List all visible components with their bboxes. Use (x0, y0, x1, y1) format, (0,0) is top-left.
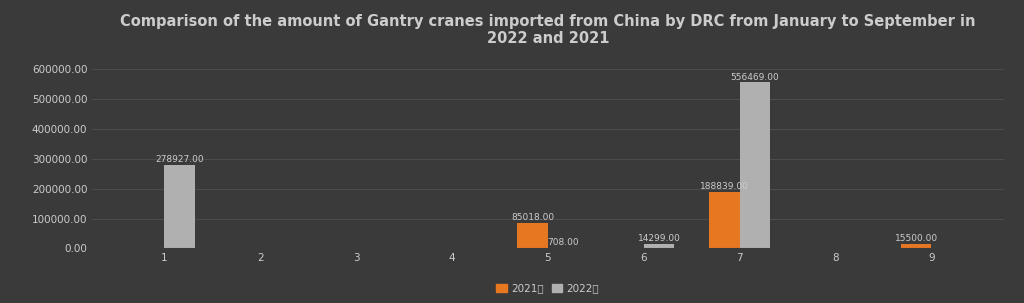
Bar (739, 82, 770, 248)
Legend: 2021年, 2022年: 2021年, 2022年 (493, 279, 603, 298)
Bar (901, 244, 932, 248)
Title: Comparison of the amount of Gantry cranes imported from China by DRC from Januar: Comparison of the amount of Gantry crane… (120, 14, 976, 46)
Text: 85018.00: 85018.00 (511, 213, 554, 222)
Bar (517, 223, 548, 248)
Text: 278927.00: 278927.00 (156, 155, 204, 164)
Bar (644, 244, 675, 248)
Text: 556469.00: 556469.00 (730, 72, 779, 82)
Bar (709, 192, 739, 248)
Text: 15500.00: 15500.00 (895, 234, 938, 243)
Text: 188839.00: 188839.00 (699, 182, 749, 191)
Bar (164, 165, 195, 248)
Text: 708.00: 708.00 (548, 238, 579, 247)
Text: 14299.00: 14299.00 (638, 234, 681, 243)
